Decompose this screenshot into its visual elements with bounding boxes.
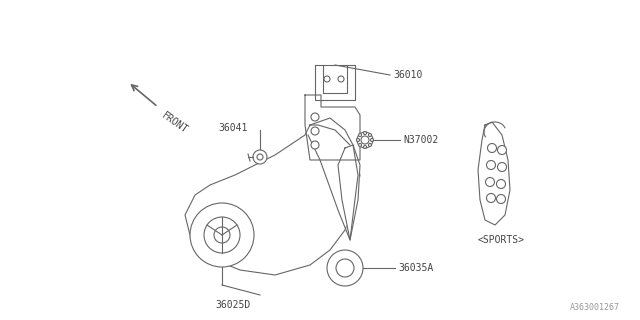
Text: 36041: 36041 (218, 123, 248, 133)
Circle shape (364, 132, 367, 134)
Text: 36010: 36010 (393, 70, 422, 80)
Circle shape (369, 133, 371, 137)
Circle shape (190, 203, 254, 267)
Circle shape (311, 141, 319, 149)
Circle shape (497, 180, 506, 188)
Polygon shape (478, 122, 510, 225)
Circle shape (214, 227, 230, 243)
Circle shape (488, 143, 497, 153)
Text: 36025D: 36025D (215, 300, 250, 310)
Text: A363001267: A363001267 (570, 303, 620, 312)
Circle shape (204, 217, 240, 253)
Circle shape (324, 76, 330, 82)
Circle shape (371, 139, 374, 141)
Circle shape (358, 133, 362, 137)
Circle shape (497, 146, 506, 155)
Circle shape (486, 194, 495, 203)
Circle shape (327, 250, 363, 286)
Circle shape (497, 195, 506, 204)
Polygon shape (338, 145, 360, 240)
Circle shape (253, 150, 267, 164)
Circle shape (357, 132, 373, 148)
Circle shape (338, 76, 344, 82)
Circle shape (364, 146, 367, 148)
Circle shape (361, 136, 369, 144)
Circle shape (358, 143, 362, 147)
Text: 36035A: 36035A (398, 263, 433, 273)
Polygon shape (305, 95, 360, 160)
Circle shape (311, 113, 319, 121)
Text: N37002: N37002 (403, 135, 438, 145)
Circle shape (486, 178, 495, 187)
Circle shape (336, 259, 354, 277)
Polygon shape (315, 65, 355, 100)
Circle shape (369, 143, 371, 147)
Polygon shape (185, 125, 360, 275)
Circle shape (257, 154, 263, 160)
Circle shape (311, 127, 319, 135)
Text: FRONT: FRONT (160, 110, 190, 135)
Circle shape (356, 139, 360, 141)
Circle shape (486, 161, 495, 170)
Text: <SPORTS>: <SPORTS> (478, 235, 525, 245)
Circle shape (497, 163, 506, 172)
